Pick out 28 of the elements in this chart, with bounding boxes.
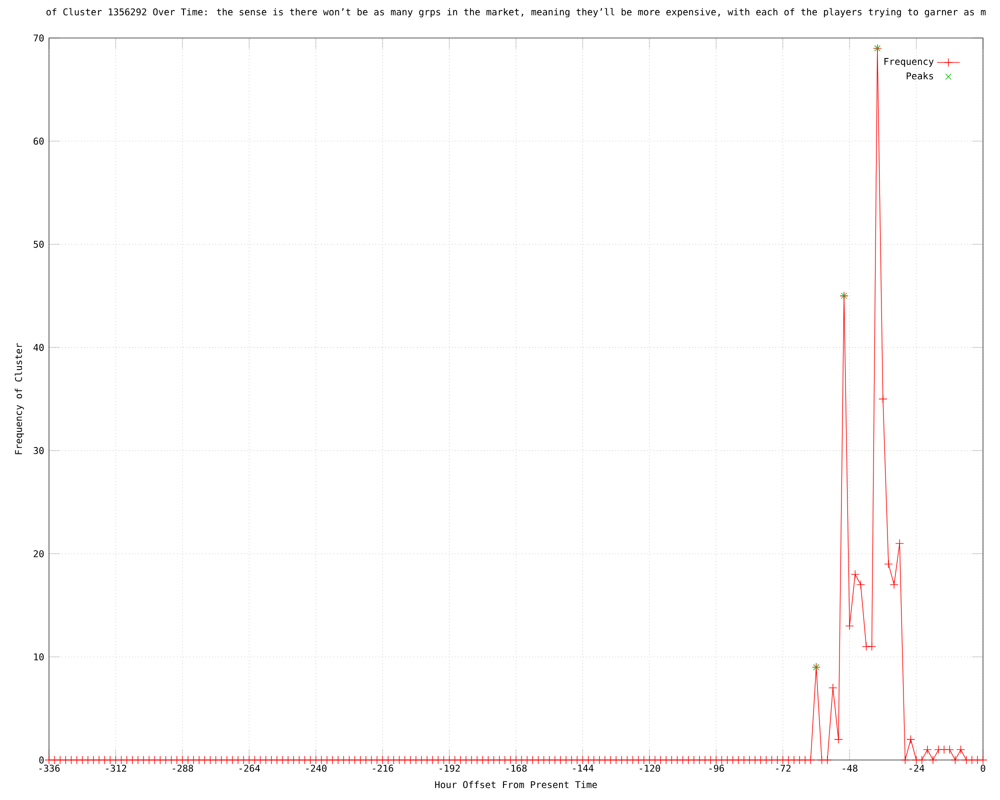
x-tick-label: -72	[776, 764, 791, 772]
x-tick-label: -168	[506, 764, 527, 772]
x-tick-label: -216	[372, 764, 394, 772]
x-tick-label: -264	[240, 764, 260, 772]
x-tick-label: -288	[172, 764, 194, 772]
y-tick-label: 0	[39, 756, 44, 764]
x-tick-label: -144	[573, 764, 594, 772]
y-tick-label: 40	[34, 344, 44, 351]
legend-label: Frequency	[884, 58, 934, 67]
y-tick-label: 70	[34, 34, 44, 42]
x-tick-label: -120	[640, 764, 660, 772]
y-tick-label: 30	[34, 447, 44, 454]
legend-label: Peaks	[906, 72, 934, 80]
y-tick-label: 20	[34, 550, 44, 558]
x-axis-title: Hour Offset From Present Time	[435, 780, 597, 788]
x-tick-label: -240	[306, 764, 326, 772]
x-tick-label: -336	[39, 764, 60, 772]
y-tick-label: 10	[34, 653, 44, 660]
y-tick-label: 50	[34, 240, 44, 248]
x-tick-label: -24	[910, 764, 924, 772]
x-tick-label: 0	[980, 764, 986, 772]
x-tick-label: -48	[842, 764, 858, 772]
x-tick-label: -312	[106, 764, 126, 772]
x-tick-label: -192	[440, 764, 460, 772]
y-axis-title: Frequency of Cluster	[14, 343, 24, 454]
y-tick-label: 60	[34, 138, 44, 145]
chart-title: of Cluster 1356292 Over Time: the sense is there won’t be as many grps in the market, meaning they’ll be more expensive, with each of the players trying to garner as m	[46, 8, 986, 18]
x-tick-label: -96	[709, 764, 724, 772]
